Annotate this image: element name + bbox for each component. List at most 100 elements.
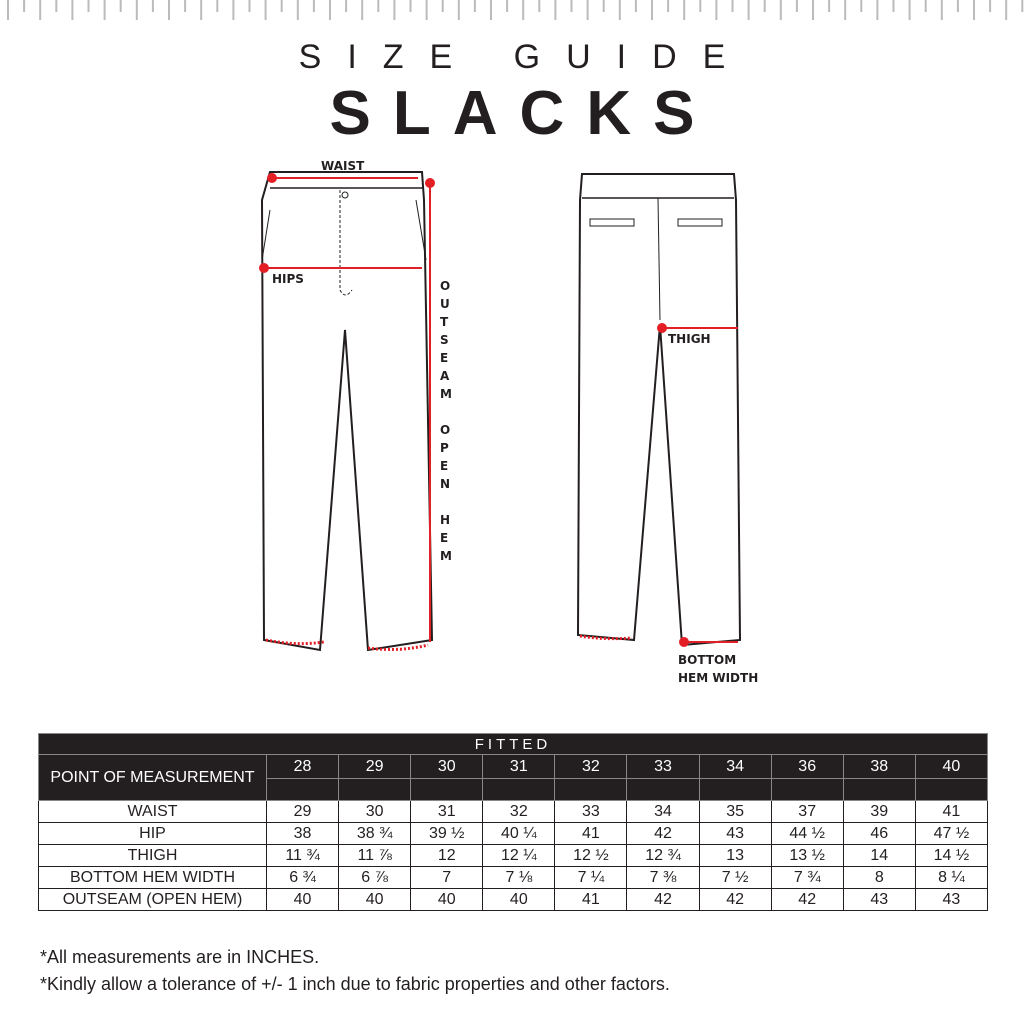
fit-header: FITTED <box>38 733 988 755</box>
measurement-cell: 6 ⅞ <box>338 866 412 889</box>
measurement-cell: 7 ¾ <box>770 866 844 889</box>
blank-header-cell <box>914 778 989 801</box>
measurement-cell: 43 <box>914 888 989 911</box>
measurement-cell: 7 ¼ <box>554 866 628 889</box>
size-header: 34 <box>698 754 772 779</box>
measurement-cell: 42 <box>626 822 700 845</box>
measurement-cell: 29 <box>265 800 340 823</box>
measurement-cell: 7 <box>410 866 484 889</box>
guide-subtitle: SIZE GUIDE <box>298 38 752 76</box>
blank-header-cell <box>626 778 700 801</box>
row-label: BOTTOM HEM WIDTH <box>38 866 267 889</box>
measurement-cell: 12 <box>410 844 484 867</box>
size-header: 30 <box>410 754 484 779</box>
size-header: 40 <box>914 754 989 779</box>
size-table: FITTED POINT OF MEASUREMENT 28 29 30 31 32 33 3… <box>38 733 989 911</box>
measurement-cell: 31 <box>410 800 484 823</box>
waist-label: WAIST <box>321 159 365 173</box>
measurement-cell: 8 ¼ <box>914 866 989 889</box>
size-header: 38 <box>842 754 916 779</box>
measurement-cell: 41 <box>554 888 628 911</box>
blank-header-cell <box>265 778 340 801</box>
row-label: THIGH <box>38 844 267 867</box>
measurement-cell: 11 ¾ <box>265 844 340 867</box>
measurement-cell: 46 <box>842 822 916 845</box>
back-pants-illustration <box>576 173 742 647</box>
measurement-cell: 13 ½ <box>770 844 844 867</box>
measurement-cell: 42 <box>770 888 844 911</box>
table-row: WAIST 29 30 31 32 33 34 35 37 39 41 <box>38 800 989 823</box>
ruler-decoration <box>7 0 1024 20</box>
measurement-cell: 13 <box>698 844 772 867</box>
measurement-cell: 37 <box>770 800 844 823</box>
measurement-cell: 39 <box>842 800 916 823</box>
table-row: THIGH 11 ¾ 11 ⅞ 12 12 ¼ 12 ½ 12 ¾ 13 13 ½ 14 14 ½ <box>38 844 989 867</box>
row-label: OUTSEAM (OPEN HEM) <box>38 888 267 911</box>
measurement-cell: 42 <box>698 888 772 911</box>
bottom-hem-label-2: HEM WIDTH <box>678 671 758 685</box>
measurement-cell: 14 ½ <box>914 844 989 867</box>
blank-header-cell <box>338 778 412 801</box>
blank-header-cell <box>770 778 844 801</box>
measurement-cell: 40 <box>482 888 556 911</box>
measurement-cell: 39 ½ <box>410 822 484 845</box>
measurement-cell: 34 <box>626 800 700 823</box>
measurement-cell: 7 ½ <box>698 866 772 889</box>
measurement-cell: 11 ⅞ <box>338 844 412 867</box>
measurement-cell: 40 <box>265 888 340 911</box>
blank-header-cell <box>482 778 556 801</box>
row-label: HIP <box>38 822 267 845</box>
measurement-cell: 43 <box>842 888 916 911</box>
measurement-cell: 41 <box>554 822 628 845</box>
notes: *All measurements are in INCHES. *Kindly… <box>40 944 670 998</box>
hips-label: HIPS <box>272 272 304 286</box>
measurement-cell: 47 ½ <box>914 822 989 845</box>
blank-header-cell <box>698 778 772 801</box>
measurement-cell: 12 ¾ <box>626 844 700 867</box>
measurement-cell: 33 <box>554 800 628 823</box>
measurement-cell: 38 ¾ <box>338 822 412 845</box>
note-tolerance: *Kindly allow a tolerance of +/- 1 inch … <box>40 974 670 994</box>
measurement-cell: 12 ¼ <box>482 844 556 867</box>
bottom-hem-label-1: BOTTOM <box>678 653 736 667</box>
measurement-cell: 12 ½ <box>554 844 628 867</box>
measurement-cell: 32 <box>482 800 556 823</box>
front-pants-illustration <box>260 171 434 652</box>
note-units: *All measurements are in INCHES. <box>40 947 320 967</box>
table-row: HIP 38 38 ¾ 39 ½ 40 ¼ 41 42 43 44 ½ 46 47 ½ <box>38 822 989 845</box>
measurement-cell: 14 <box>842 844 916 867</box>
size-header: 32 <box>554 754 628 779</box>
measurement-cell: 6 ¾ <box>265 866 340 889</box>
thigh-label: THIGH <box>668 332 711 346</box>
measurement-cell: 44 ½ <box>770 822 844 845</box>
size-header: 31 <box>482 754 556 779</box>
measurement-cell: 42 <box>626 888 700 911</box>
measurement-cell: 38 <box>265 822 340 845</box>
measurement-cell: 43 <box>698 822 772 845</box>
measurement-cell: 40 <box>410 888 484 911</box>
blank-header-cell <box>554 778 628 801</box>
measurement-cell: 30 <box>338 800 412 823</box>
size-header: 33 <box>626 754 700 779</box>
size-header: 28 <box>265 754 340 779</box>
size-header: 29 <box>338 754 412 779</box>
table-row: OUTSEAM (OPEN HEM) 40 40 40 40 41 42 42 42 43 43 <box>38 888 989 911</box>
measurement-cell: 7 ⅛ <box>482 866 556 889</box>
measurement-cell: 7 ⅜ <box>626 866 700 889</box>
measurement-cell: 40 <box>338 888 412 911</box>
guide-title: SLACKS <box>329 79 717 148</box>
measurement-cell: 41 <box>914 800 989 823</box>
row-label: WAIST <box>38 800 267 823</box>
size-header: 36 <box>770 754 844 779</box>
blank-header-cell <box>842 778 916 801</box>
pom-header: POINT OF MEASUREMENT <box>38 754 267 801</box>
blank-header-cell <box>410 778 484 801</box>
measurement-markers <box>259 173 738 651</box>
measurement-cell: 35 <box>698 800 772 823</box>
measurement-cell: 40 ¼ <box>482 822 556 845</box>
measurement-cell: 8 <box>842 866 916 889</box>
